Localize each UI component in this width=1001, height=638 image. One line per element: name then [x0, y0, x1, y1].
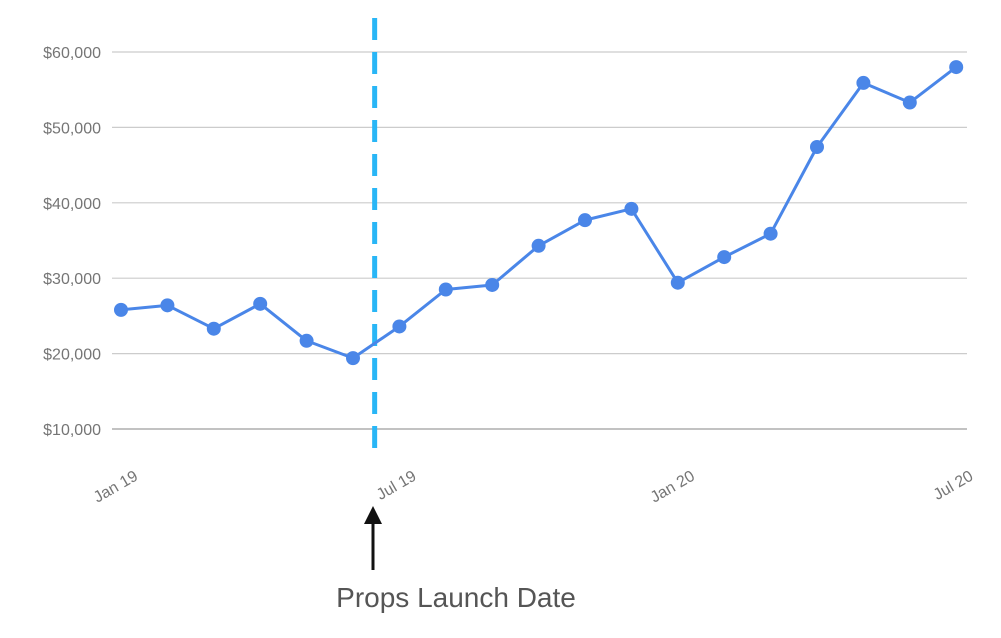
y-tick-label: $60,000 — [43, 45, 101, 62]
data-point — [763, 226, 778, 241]
data-point — [346, 351, 360, 366]
x-tick-label: Jan 19 — [91, 468, 141, 507]
y-tick-label: $30,000 — [43, 271, 101, 288]
data-point — [392, 319, 407, 334]
y-tick-label: $40,000 — [43, 196, 101, 213]
data-point — [949, 60, 964, 75]
x-tick-label: Jul 20 — [931, 468, 977, 504]
series-line — [120, 65, 958, 360]
data-point — [810, 140, 824, 155]
launch-annotation: Props Launch Date — [336, 506, 576, 613]
data-point — [253, 296, 268, 311]
data-point — [856, 75, 871, 90]
arrow-head-icon — [364, 506, 382, 524]
data-point — [624, 201, 639, 216]
data-point — [717, 250, 732, 265]
data-point — [902, 95, 917, 110]
gridlines — [112, 51, 967, 430]
data-point — [114, 302, 128, 317]
launch-annotation-label: Props Launch Date — [336, 582, 576, 613]
series-group — [114, 60, 964, 366]
x-tick-label: Jan 20 — [648, 468, 698, 507]
data-point — [160, 298, 175, 313]
y-axis-ticks: $10,000 $20,000 $30,000 $40,000 $50,000 $60,0… — [43, 45, 101, 439]
y-tick-label: $10,000 — [43, 422, 101, 439]
y-tick-label: $20,000 — [43, 347, 101, 364]
x-tick-label: Jul 19 — [374, 468, 420, 504]
data-point — [670, 275, 685, 290]
data-point — [299, 333, 314, 348]
data-point — [531, 238, 546, 253]
x-axis-ticks: Jan 19 Jul 19 Jan 20 Jul 20 — [91, 468, 976, 507]
data-point — [438, 282, 453, 297]
data-point — [578, 213, 592, 228]
y-tick-label: $50,000 — [43, 120, 101, 137]
data-point — [206, 321, 221, 336]
data-point — [485, 277, 500, 292]
